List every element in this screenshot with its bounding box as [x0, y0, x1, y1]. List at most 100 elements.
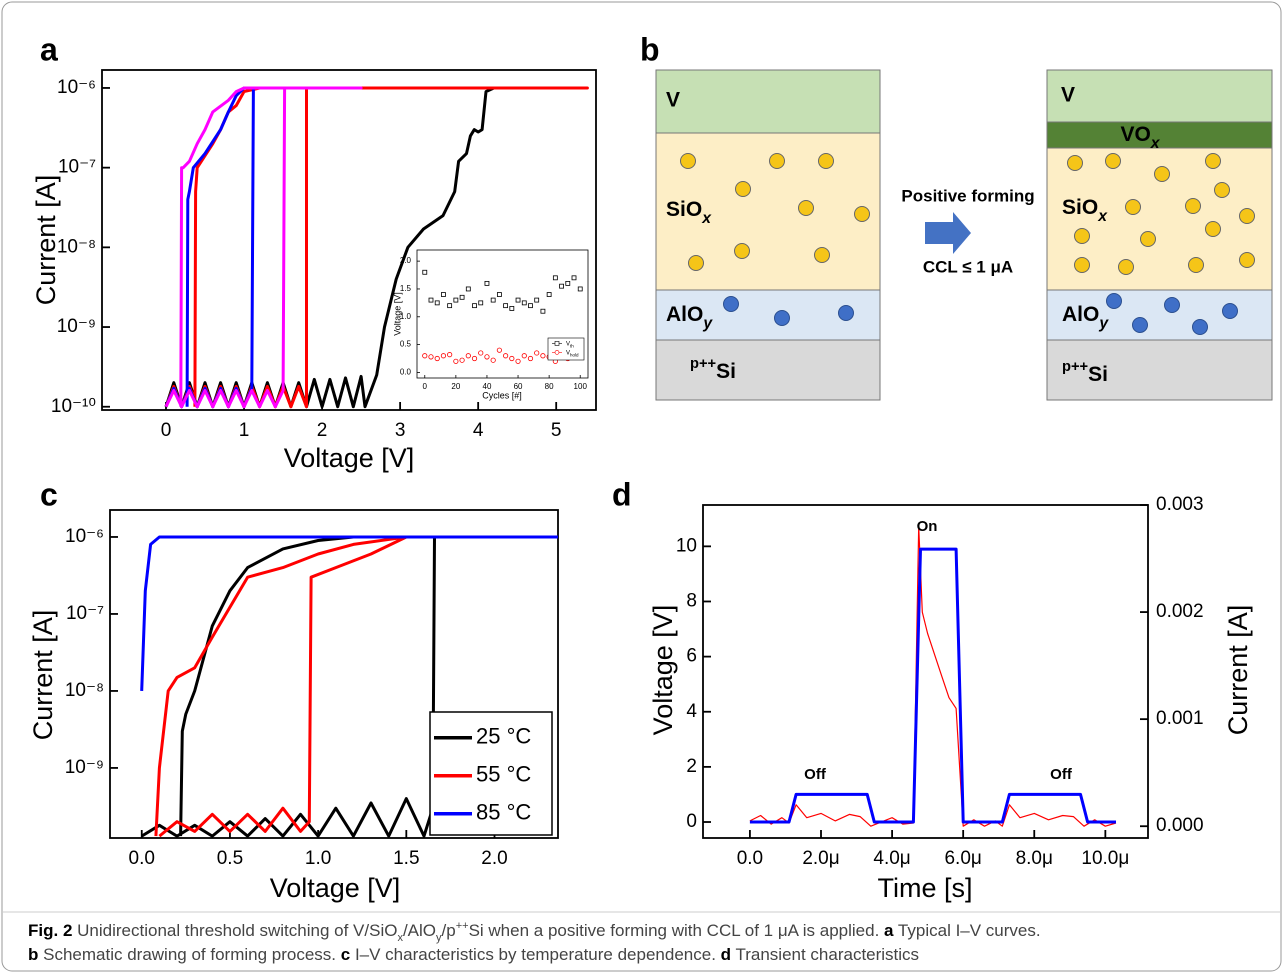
x-tick-label: 4.0μ — [873, 848, 910, 869]
x-tick-label: 2.0 — [481, 848, 507, 869]
point — [434, 300, 440, 306]
oxygen-ion — [688, 255, 704, 271]
layer-label-sub: x — [1150, 135, 1161, 152]
point — [428, 354, 434, 360]
y-tick-label: 10 — [676, 535, 697, 556]
legend-label: Vhold — [566, 350, 579, 357]
oxygen-ion — [1125, 199, 1141, 215]
point — [577, 286, 583, 292]
layer-label-sub: y — [702, 315, 713, 332]
point — [465, 353, 471, 359]
y-tick-label: 0.0 — [400, 368, 412, 377]
x-tick-label: 2.0μ — [802, 848, 839, 869]
oxygen-ion — [818, 153, 834, 169]
legend-label: 55 °C — [476, 762, 531, 787]
annotation: Off — [804, 766, 827, 783]
layer-label-base: SiO — [666, 198, 702, 221]
panel-label: c — [40, 476, 58, 512]
oxygen-ion — [1105, 153, 1121, 169]
point — [434, 355, 440, 362]
y-axis-label: Voltage [V] — [392, 292, 402, 336]
x-tick-label: 2 — [317, 420, 328, 441]
x-tick-label: 0.5 — [217, 848, 243, 869]
point — [559, 283, 564, 289]
oxygen-ion — [1239, 252, 1255, 268]
oxygen-ion — [735, 181, 751, 197]
x-tick-label: 5 — [551, 420, 562, 441]
oxygen-ion — [854, 206, 870, 222]
y2-tick-label: 0.003 — [1156, 494, 1204, 515]
series-group — [749, 525, 1117, 827]
layer-label-base: SiO — [1062, 196, 1098, 219]
y-tick-label: 10⁻⁹ — [57, 316, 96, 337]
point — [484, 354, 490, 360]
layer-v — [655, 69, 881, 134]
y-tick-label: 1.0 — [400, 312, 412, 321]
x-tick-label: 40 — [483, 382, 492, 391]
oxygen-ion — [1067, 155, 1083, 171]
point — [515, 297, 521, 303]
oxygen-ion — [1205, 153, 1221, 169]
x-tick-label: 0 — [161, 420, 172, 441]
caption-segment: Transient characteristics — [731, 945, 919, 964]
y2-tick-label: 0.000 — [1156, 815, 1204, 836]
x-tick-label: 0.0 — [737, 848, 763, 869]
x-tick-label: 1 — [239, 420, 250, 441]
point — [459, 294, 465, 300]
y-axis-label: Current [A] — [31, 175, 61, 306]
layer-label: p++Si — [1062, 359, 1108, 386]
layer-label: p++Si — [690, 356, 736, 383]
caption-segment: ++ — [456, 920, 469, 932]
layer-label: V — [1061, 84, 1075, 107]
caption-segment: Si when a positive forming with CCL of 1… — [469, 921, 884, 940]
caption-segment: /p — [442, 921, 456, 940]
caption-segment: /AlO — [403, 921, 436, 940]
point — [503, 353, 509, 359]
y-tick-label: 1.5 — [400, 284, 412, 293]
point — [496, 347, 502, 353]
series-group — [140, 535, 558, 838]
line — [164, 86, 363, 409]
caption: Fig. 2 Unidirectional threshold switchin… — [28, 920, 1041, 944]
caption-segment: b — [28, 945, 38, 964]
oxygen-ion — [769, 153, 785, 169]
oxygen-ion — [1074, 257, 1090, 273]
caption-segment: Schematic drawing of forming process. — [38, 945, 340, 964]
point — [527, 355, 534, 362]
point — [472, 303, 477, 309]
legend-label: 85 °C — [476, 800, 531, 825]
oxygen-ion — [798, 200, 814, 216]
point — [571, 275, 577, 281]
point — [465, 286, 471, 292]
layer-label: SiOx — [1062, 196, 1108, 225]
x-tick-label: 20 — [451, 382, 460, 391]
layer-label-base: Si — [716, 360, 736, 383]
y-tick-label: 10⁻¹⁰ — [51, 396, 96, 417]
arrow-label: CCL ≤ 1 μA — [923, 257, 1013, 276]
point — [540, 353, 546, 359]
panel-label: a — [40, 31, 58, 67]
y-tick-label: 8 — [686, 590, 697, 611]
oxygen-ion — [1214, 182, 1230, 198]
oxygen-ion — [1118, 259, 1134, 275]
y-tick-label: 10⁻⁸ — [57, 236, 96, 257]
point — [534, 297, 540, 303]
y-tick-label: 2 — [686, 756, 697, 777]
x-tick-label: 100 — [574, 382, 588, 391]
line — [749, 547, 1116, 824]
y-tick-label: 10⁻⁷ — [66, 603, 104, 624]
panel-label: b — [640, 31, 660, 67]
oxygen-ion — [1074, 228, 1090, 244]
point — [440, 353, 447, 359]
layer-v — [1046, 69, 1273, 123]
point — [546, 292, 552, 297]
point — [552, 275, 558, 281]
legend-marker — [554, 350, 560, 355]
x-axis-label: Voltage [V] — [270, 873, 401, 903]
y2-tick-label: 0.002 — [1156, 601, 1204, 622]
point — [453, 297, 459, 303]
layer-label: V — [666, 89, 680, 112]
oxygen-ion — [1205, 221, 1221, 237]
oxygen-ion — [1239, 208, 1255, 224]
layer-label-base: AlO — [666, 303, 703, 326]
